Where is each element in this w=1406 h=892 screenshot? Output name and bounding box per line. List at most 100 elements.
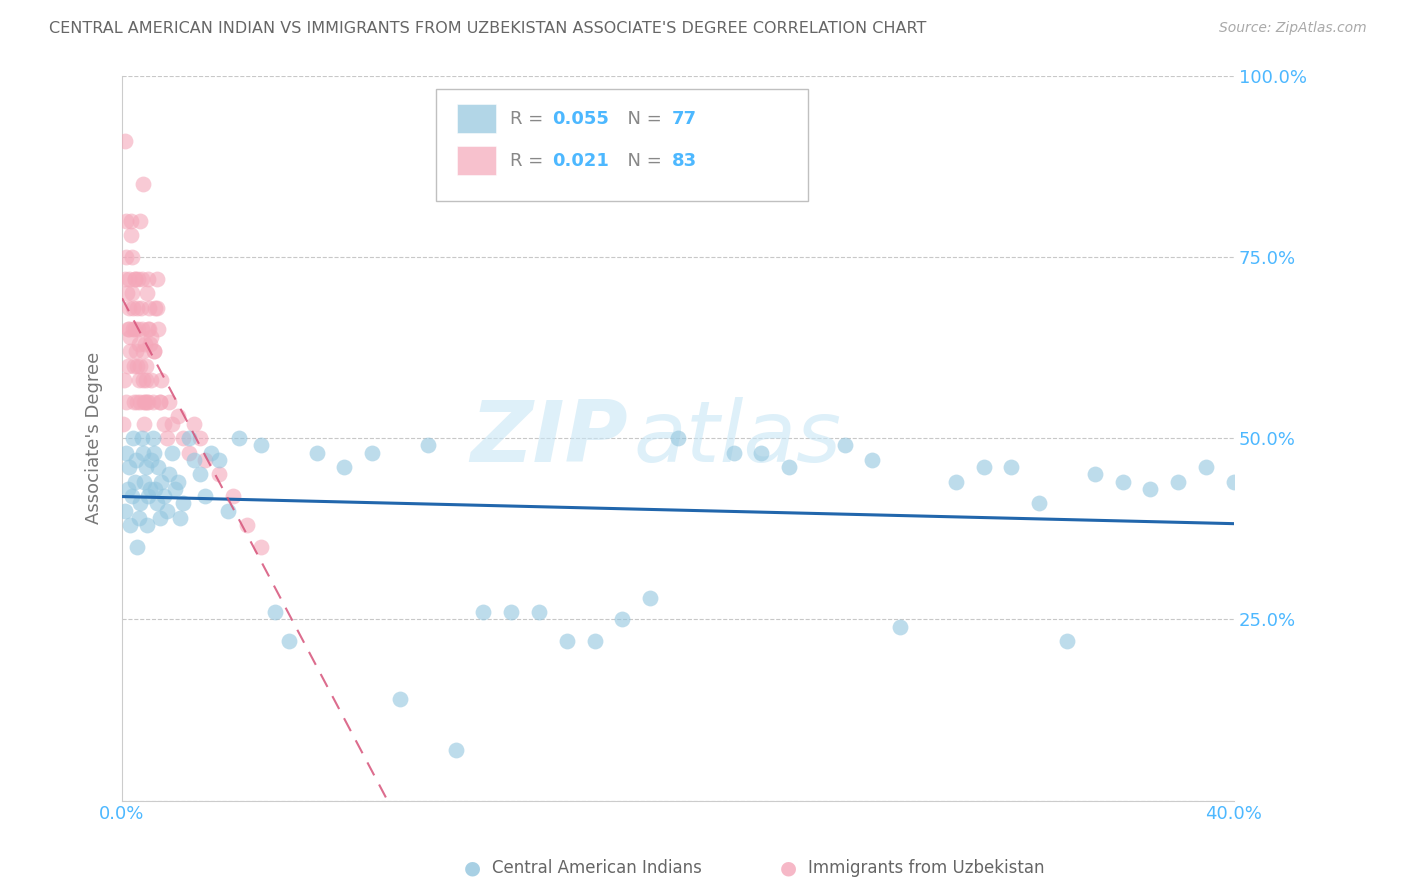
Point [152, 417, 174, 431]
Text: R =: R = [510, 152, 550, 169]
Point [135, 460, 157, 475]
Point [120, 213, 142, 227]
Point [236, 518, 259, 533]
Point [125, 452, 148, 467]
Point [749, 445, 772, 459]
Point [135, 373, 157, 387]
Point [388, 692, 411, 706]
Point [125, 359, 148, 373]
Text: CENTRAL AMERICAN INDIAN VS IMMIGRANTS FROM UZBEKISTAN ASSOCIATE'S DEGREE CORRELA: CENTRAL AMERICAN INDIAN VS IMMIGRANTS FR… [49, 21, 927, 36]
Point [1056, 634, 1078, 648]
Point [160, 417, 183, 431]
Point [228, 431, 250, 445]
Point [250, 540, 273, 554]
Text: N =: N = [616, 110, 668, 128]
Point [118, 329, 141, 343]
Point [222, 489, 245, 503]
Point [138, 489, 160, 503]
Point [1167, 475, 1189, 489]
Point [129, 213, 152, 227]
Point [583, 634, 606, 648]
Point [131, 271, 153, 285]
Point [122, 431, 145, 445]
Point [416, 438, 439, 452]
Point [1111, 475, 1133, 489]
Point [115, 394, 138, 409]
Point [124, 271, 146, 285]
Point [124, 322, 146, 336]
Point [1084, 467, 1107, 482]
Point [136, 322, 159, 336]
Point [1139, 482, 1161, 496]
Point [117, 359, 139, 373]
Point [146, 271, 169, 285]
Point [127, 322, 149, 336]
Point [114, 271, 136, 285]
Point [121, 489, 143, 503]
Point [118, 271, 141, 285]
Point [666, 431, 689, 445]
Point [177, 431, 200, 445]
Point [124, 394, 146, 409]
Point [200, 445, 222, 459]
Point [1028, 496, 1050, 510]
Point [166, 409, 188, 424]
Point [834, 438, 856, 452]
Point [723, 445, 745, 459]
Text: ●: ● [780, 858, 797, 878]
Point [172, 431, 194, 445]
Point [148, 394, 170, 409]
Point [134, 475, 156, 489]
Point [527, 605, 550, 619]
Y-axis label: Associate's Degree: Associate's Degree [86, 352, 103, 524]
Point [143, 344, 166, 359]
Point [945, 475, 967, 489]
Point [194, 452, 217, 467]
Point [121, 227, 143, 242]
Point [128, 511, 150, 525]
Point [118, 322, 141, 336]
Point [208, 467, 231, 482]
Point [149, 475, 172, 489]
Point [778, 460, 800, 475]
Point [250, 438, 273, 452]
Point [472, 605, 495, 619]
Point [361, 445, 384, 459]
Point [125, 394, 148, 409]
Point [120, 344, 142, 359]
Text: 0.055: 0.055 [553, 110, 609, 128]
Point [139, 336, 162, 351]
Point [125, 344, 148, 359]
Point [146, 301, 169, 315]
Point [145, 301, 167, 315]
Point [120, 518, 142, 533]
Point [305, 445, 328, 459]
Point [128, 373, 150, 387]
Point [131, 373, 153, 387]
Point [112, 373, 135, 387]
Point [127, 301, 149, 315]
Point [128, 336, 150, 351]
Text: ZIP: ZIP [470, 397, 628, 480]
Point [121, 250, 143, 264]
Point [134, 336, 156, 351]
Text: atlas: atlas [634, 397, 841, 480]
Text: ●: ● [464, 858, 481, 878]
Text: R =: R = [510, 110, 550, 128]
Text: Central American Indians: Central American Indians [492, 859, 702, 877]
Point [1223, 475, 1246, 489]
Point [122, 322, 145, 336]
Point [128, 394, 150, 409]
Point [129, 301, 152, 315]
Point [973, 460, 995, 475]
Point [155, 503, 177, 517]
Point [135, 286, 157, 301]
Point [155, 431, 177, 445]
Point [132, 178, 155, 192]
Text: N =: N = [616, 152, 668, 169]
Point [157, 467, 180, 482]
Text: 77: 77 [672, 110, 697, 128]
Point [138, 271, 160, 285]
Point [333, 460, 356, 475]
Text: 0.021: 0.021 [553, 152, 609, 169]
